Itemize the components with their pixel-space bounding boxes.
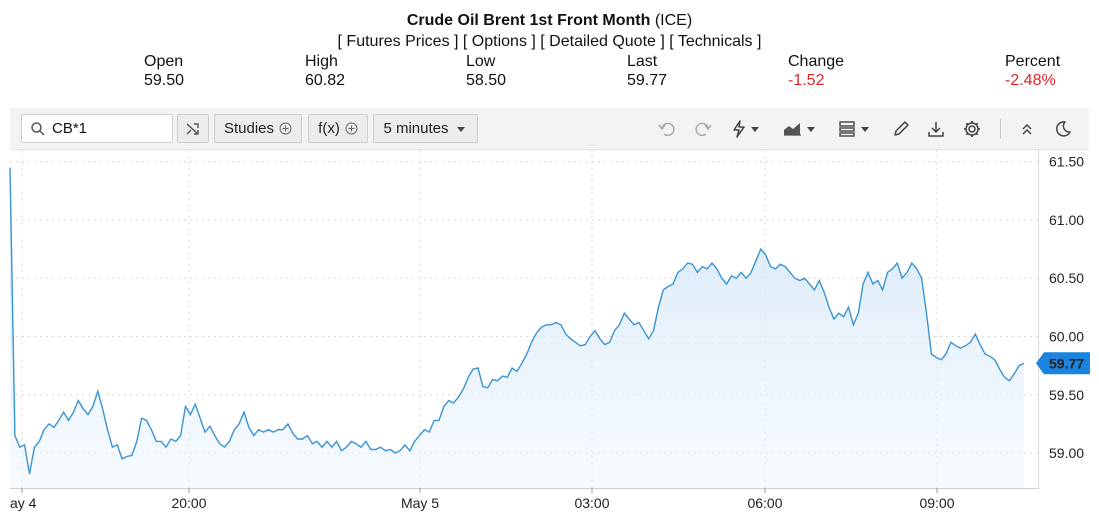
low-stat: Low 58.50	[466, 52, 506, 90]
events-icon	[733, 120, 759, 138]
percent-value: -2.48%	[1005, 72, 1056, 89]
toolbar-divider	[1000, 119, 1001, 139]
low-label: Low	[466, 53, 496, 70]
collapse-button[interactable]	[1015, 118, 1039, 140]
last-price-tag-shape	[1036, 352, 1090, 375]
technicals-link[interactable]: [ Technicals ]	[669, 33, 762, 50]
change-value: -1.52	[788, 72, 825, 89]
dark-mode-button[interactable]	[1051, 118, 1075, 140]
y-tick-label: 59.50	[1049, 387, 1084, 403]
studies-button[interactable]: Studies	[214, 114, 302, 143]
add-circle-icon	[279, 122, 292, 135]
chart-toolbar: CB*1 Studies f(x) 5 minutes	[10, 108, 1089, 150]
price-line	[9, 167, 1025, 475]
caret-down-icon	[456, 126, 465, 132]
x-tick-label: 06:00	[747, 495, 782, 511]
high-label: High	[305, 53, 338, 70]
collapse-icon	[1022, 123, 1032, 135]
percent-stat: Percent -2.48%	[1005, 52, 1060, 90]
futures-prices-link[interactable]: [ Futures Prices ]	[337, 33, 459, 50]
y-tick-label: 61.00	[1049, 212, 1084, 228]
quote-summary: Open 59.50 High 60.82 Low 58.50 Last 59.…	[0, 52, 1099, 92]
add-circle-icon	[345, 122, 358, 135]
undo-button[interactable]	[655, 118, 679, 140]
high-stat: High 60.82	[305, 52, 345, 90]
low-value: 58.50	[466, 72, 507, 89]
symbol-search-input[interactable]: CB*1	[21, 114, 173, 143]
draw-button[interactable]	[889, 118, 913, 140]
x-tick-label: 09:00	[919, 495, 954, 511]
undo-icon	[658, 122, 675, 137]
x-tick-label: 03:00	[574, 495, 609, 511]
layout-button[interactable]	[836, 118, 874, 140]
instrument-name: Crude Oil Brent 1st Front Month	[406, 12, 651, 29]
last-stat: Last 59.77	[627, 52, 667, 90]
change-stat: Change -1.52	[788, 52, 844, 90]
x-tick-label: 20:00	[171, 495, 206, 511]
download-icon	[928, 122, 944, 137]
chart-type-button[interactable]	[780, 118, 820, 140]
price-area	[10, 167, 1024, 488]
x-tick-label: ay 4	[10, 495, 37, 511]
open-label: Open	[144, 53, 184, 70]
redo-icon	[695, 122, 712, 137]
y-tick-label: 60.50	[1049, 270, 1084, 286]
y-tick-label: 59.00	[1049, 445, 1084, 461]
download-button[interactable]	[924, 118, 948, 140]
layout-icon	[839, 121, 869, 137]
interval-select[interactable]: 5 minutes	[373, 114, 478, 143]
open-stat: Open 59.50	[144, 52, 184, 90]
y-tick-label: 61.50	[1049, 154, 1084, 170]
last-price-tag: 59.77	[1036, 352, 1090, 375]
x-tick-label: May 5	[401, 495, 439, 511]
studies-label: Studies	[223, 120, 275, 137]
percent-label: Percent	[1005, 53, 1061, 70]
y-axis-labels: 61.50 61.00 60.50 60.00 59.50 59.00	[1049, 154, 1084, 461]
symbol-value: CB*1	[52, 120, 88, 137]
x-axis-labels: ay 4 20:00 May 5 03:00 06:00 09:00	[10, 488, 955, 511]
change-label: Change	[788, 53, 845, 70]
last-label: Last	[627, 53, 658, 70]
high-value: 60.82	[305, 72, 346, 89]
function-button[interactable]: f(x)	[308, 114, 368, 143]
open-value: 59.50	[144, 72, 185, 89]
draw-pencil-icon	[894, 121, 909, 136]
function-label: f(x)	[318, 120, 340, 137]
settings-gear-icon	[964, 121, 980, 137]
detailed-quote-link[interactable]: [ Detailed Quote ]	[540, 33, 665, 50]
instrument-title: Crude Oil Brent 1st Front Month (ICE)	[0, 12, 1099, 30]
dark-mode-icon	[1055, 121, 1071, 137]
x-axis-line	[10, 488, 1039, 489]
shuffle-icon	[186, 122, 199, 135]
last-price-tag-label: 59.77	[1049, 355, 1084, 371]
price-chart[interactable]: 61.50 61.00 60.50 60.00 59.50 59.00 ay 4 20:00…	[0, 150, 1099, 513]
exchange-label: (ICE)	[654, 12, 693, 29]
search-icon	[31, 121, 45, 136]
last-value: 59.77	[627, 72, 668, 89]
redo-button[interactable]	[691, 118, 715, 140]
y-axis-line	[1038, 150, 1039, 488]
y-tick-label: 60.00	[1049, 328, 1084, 344]
chart-type-icon	[784, 123, 815, 136]
settings-button[interactable]	[960, 118, 984, 140]
events-button[interactable]	[728, 118, 764, 140]
options-link[interactable]: [ Options ]	[462, 33, 536, 50]
compare-button[interactable]	[177, 114, 209, 143]
quote-links: [ Futures Prices ] [ Options ] [ Detaile…	[0, 33, 1099, 51]
interval-value: 5 minutes	[383, 120, 449, 137]
